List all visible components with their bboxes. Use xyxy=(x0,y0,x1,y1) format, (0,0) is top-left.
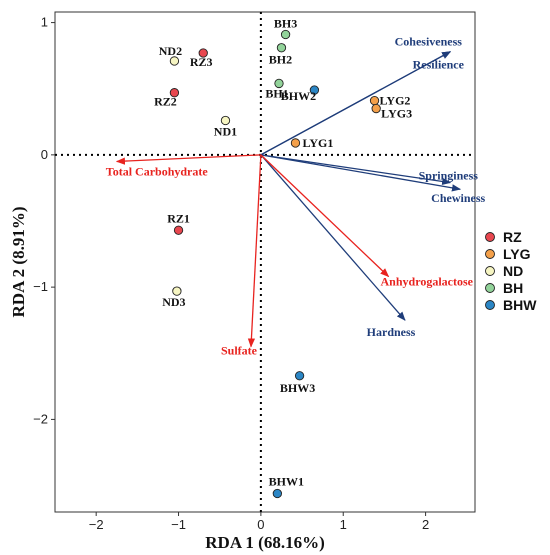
response-arrow xyxy=(260,154,406,321)
explanatory-arrow xyxy=(260,154,390,278)
sample-point xyxy=(274,78,284,89)
x-tick-label: 1 xyxy=(340,517,347,532)
explanatory-arrow-label: Anhydrogalactose xyxy=(381,275,474,289)
legend-key xyxy=(485,283,495,293)
sample-point xyxy=(369,95,380,106)
legend-key xyxy=(485,249,495,259)
sample-point xyxy=(290,138,301,148)
x-tick-label: 0 xyxy=(257,517,264,532)
arrow-labels: Cohesiveness Resilience Springiness Chewine… xyxy=(106,35,486,358)
point-label: BH2 xyxy=(269,53,292,67)
y-tick-label: 1 xyxy=(41,15,48,30)
response-arrow xyxy=(260,154,462,192)
legend-label: ND xyxy=(503,263,523,279)
legend-label: BHW xyxy=(503,297,537,313)
y-tick-label: −2 xyxy=(33,411,48,426)
x-tick-label: −1 xyxy=(171,517,186,532)
sample-point xyxy=(220,115,231,126)
y-axis-ticks: −2 −1 0 1 xyxy=(33,15,55,426)
y-tick-label: 0 xyxy=(41,147,48,162)
explanatory-arrow xyxy=(115,154,261,165)
sample-point xyxy=(173,225,184,235)
response-arrow-label: Cohesiveness xyxy=(395,35,463,49)
sample-point xyxy=(169,56,180,66)
sample-point xyxy=(309,85,320,95)
legend-label: LYG xyxy=(503,246,531,262)
response-arrow-label: Resilience xyxy=(413,58,465,72)
explanatory-arrow-label: Sulfate xyxy=(221,344,258,358)
x-axis-ticks: −2 −1 0 1 2 xyxy=(89,512,429,532)
point-label: ND3 xyxy=(162,295,185,309)
sample-point xyxy=(272,488,283,499)
point-label: LYG3 xyxy=(381,107,412,121)
response-arrow xyxy=(260,51,452,156)
y-axis-title: RDA 2 (8.91%) xyxy=(9,207,28,318)
x-tick-label: 2 xyxy=(422,517,429,532)
response-arrow-label: Chewiness xyxy=(431,191,485,205)
legend-key xyxy=(485,266,495,276)
sample-point xyxy=(280,29,291,40)
point-label: RZ2 xyxy=(154,95,177,109)
point-label: BH1 xyxy=(265,86,288,100)
sample-point xyxy=(371,103,381,114)
sample-point xyxy=(169,88,180,98)
point-label: ND1 xyxy=(214,124,237,138)
explanatory-arrow xyxy=(247,154,262,348)
y-tick-label: −1 xyxy=(33,279,48,294)
x-axis-title: RDA 1 (68.16%) xyxy=(205,533,324,552)
point-label: BHW2 xyxy=(281,89,316,103)
response-arrow xyxy=(260,154,452,186)
point-label: BH3 xyxy=(274,16,297,30)
point-label: ND2 xyxy=(159,44,182,58)
plot-panel xyxy=(54,11,476,513)
point-label: BHW1 xyxy=(269,474,304,488)
x-tick-label: −2 xyxy=(89,517,104,532)
point-label: LYG2 xyxy=(380,94,411,108)
biplot-arrows xyxy=(115,51,462,348)
sample-points xyxy=(169,29,381,499)
point-label: RZ1 xyxy=(167,211,190,225)
legend-label: RZ xyxy=(503,229,522,245)
legend-key xyxy=(485,232,495,242)
explanatory-arrow-label: Total Carbohydrate xyxy=(106,164,209,178)
sample-point xyxy=(198,48,208,58)
sample-point xyxy=(172,286,182,296)
point-label: BHW3 xyxy=(280,381,315,395)
legend-label: BH xyxy=(503,280,523,296)
point-label: LYG1 xyxy=(302,136,333,150)
sample-point xyxy=(294,371,305,381)
response-arrow-label: Hardness xyxy=(367,325,416,339)
legend-key xyxy=(485,300,495,310)
point-label: RZ3 xyxy=(190,55,213,69)
response-arrow-label: Springiness xyxy=(419,169,479,183)
sample-point xyxy=(276,43,287,53)
